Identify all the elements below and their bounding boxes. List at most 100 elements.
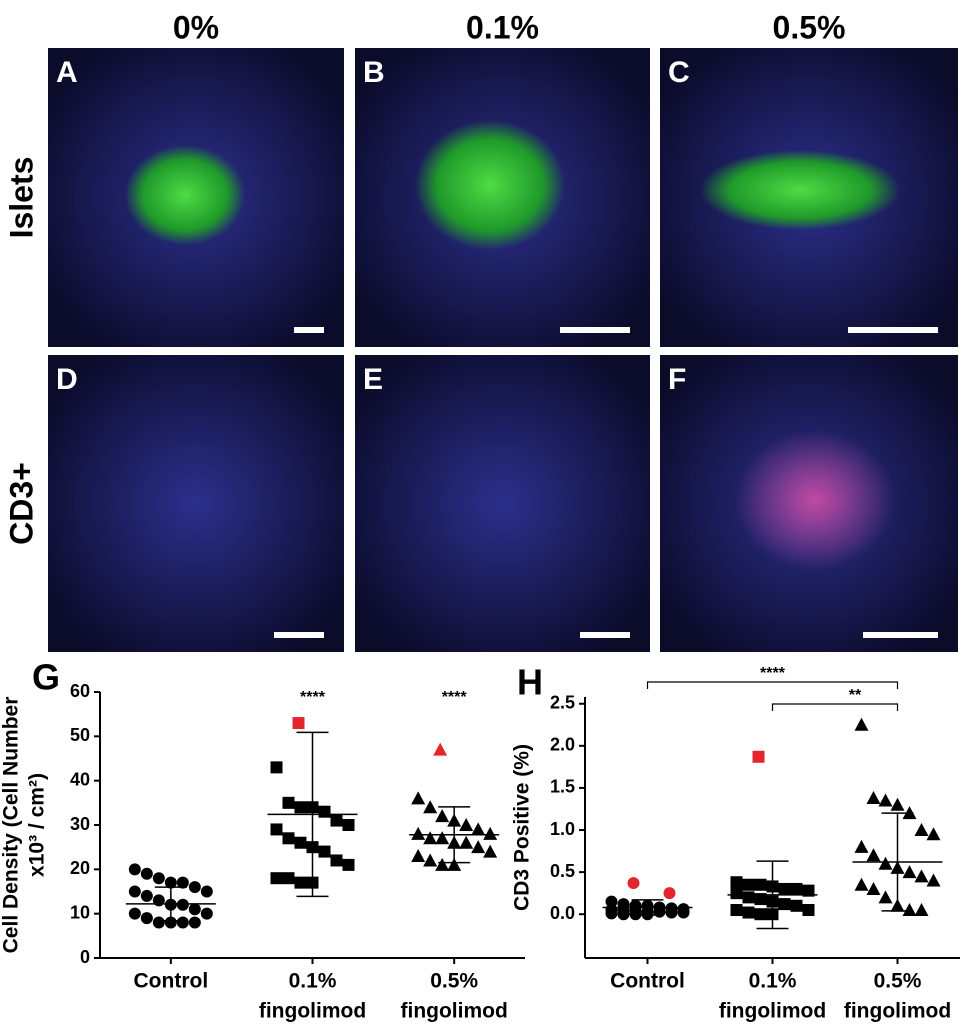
point [128,907,141,920]
y-axis-label: Cell Density (Cell Number [0,697,23,954]
point [629,908,642,921]
point [423,853,438,867]
point [435,857,450,871]
x-tick-label: Control [134,970,209,993]
point [459,818,474,831]
x-tick-label: 0.1% [749,970,797,993]
point [665,906,678,919]
point [890,797,905,811]
point [902,865,917,879]
point [854,877,869,891]
point [411,791,426,805]
x-tick-label: 0.5% [874,970,922,993]
point [459,835,474,849]
significance-bracket [771,703,899,711]
significance: **** [442,689,468,706]
point [282,872,295,885]
point [605,907,618,920]
panel-letter: A [56,56,78,89]
point [270,761,283,774]
point [128,863,141,876]
point [926,873,941,887]
panel-letter: B [363,56,385,89]
y-tick-label: 50 [70,725,90,745]
point [914,823,929,837]
point [294,876,307,889]
outlier-point [627,877,640,890]
point [802,904,815,917]
x-tick-label: fingolimod [844,1000,951,1023]
point [730,887,743,900]
panel-letter: C [668,56,690,89]
column-header: 0.5% [773,9,846,45]
x-tick-label: 0.5% [430,970,478,993]
point [282,832,295,845]
point [318,805,331,818]
point [342,858,355,871]
y-tick-label: 1.5 [550,777,575,797]
point [152,872,165,885]
y-axis-label: x10³ / cm²) [26,773,49,877]
y-tick-label: 30 [70,814,90,834]
panel-letter: E [363,363,383,396]
point [471,840,486,854]
islet-stain [415,120,565,250]
point [483,826,498,840]
outlier-point [292,717,305,730]
point [140,867,153,880]
micrograph [48,355,344,652]
y-tick-label: 0.0 [550,903,575,923]
point [318,845,331,858]
point [742,878,755,891]
point [778,898,791,911]
point [854,717,869,731]
point [471,822,486,836]
point [411,849,426,863]
point [435,831,450,845]
x-tick-label: fingolimod [401,1000,508,1023]
point [164,916,177,929]
point [902,903,917,917]
point [802,884,815,897]
x-tick-label: fingolimod [259,1000,366,1023]
point [926,827,941,841]
point [330,854,343,867]
point [617,908,630,921]
outlier-point [752,750,765,763]
y-tick-label: 1.0 [550,819,575,839]
point [754,908,767,921]
scale-bar [580,632,630,638]
point [730,904,743,917]
point [730,876,743,889]
point [164,876,177,889]
point [866,791,881,805]
panel-letter: D [56,363,78,396]
scale-bar [294,327,324,333]
significance: ** [849,687,862,704]
point [866,848,881,862]
point [914,903,929,917]
scale-bar [848,327,938,333]
point [140,912,153,925]
x-tick-label: 0.1% [289,970,337,993]
point [152,916,165,929]
x-tick-label: Control [610,970,685,993]
scale-bar [274,632,324,638]
point [200,885,213,898]
point [176,916,189,929]
y-tick-label: 10 [70,902,90,922]
point [176,898,189,911]
point [790,882,803,895]
row-header: CD3+ [3,462,39,545]
point [447,857,462,871]
scale-bar [560,327,630,333]
point [866,881,881,895]
point [188,916,201,929]
point [742,891,755,904]
point [294,836,307,849]
panel-letter: H [517,662,543,703]
point [176,876,189,889]
point [605,895,618,908]
column-header: 0% [173,9,219,45]
point [754,878,767,891]
